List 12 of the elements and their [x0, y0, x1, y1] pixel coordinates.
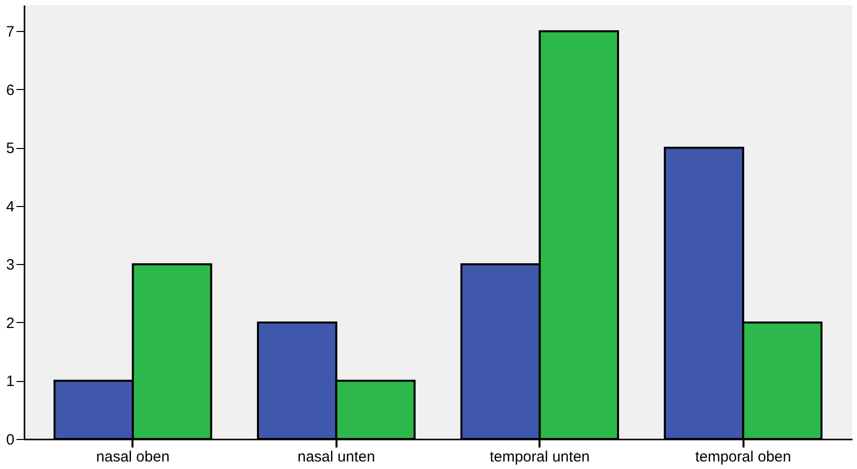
y-tick-label: 2 [6, 314, 14, 332]
x-tick-label: nasal unten [297, 448, 376, 466]
y-tick-label: 6 [6, 82, 14, 99]
x-tick-label: nasal oben [96, 448, 170, 466]
y-tick-label: 3 [6, 256, 14, 274]
x-tick-label: temporal unten [490, 448, 590, 466]
y-tick-label: 0 [6, 432, 14, 448]
x-tick-label: temporal oben [695, 448, 792, 466]
y-tick-label: 1 [6, 373, 14, 390]
y-tick-label: 5 [6, 140, 14, 158]
y-tick-label: 4 [6, 198, 14, 216]
y-tick-label: 7 [6, 24, 14, 41]
